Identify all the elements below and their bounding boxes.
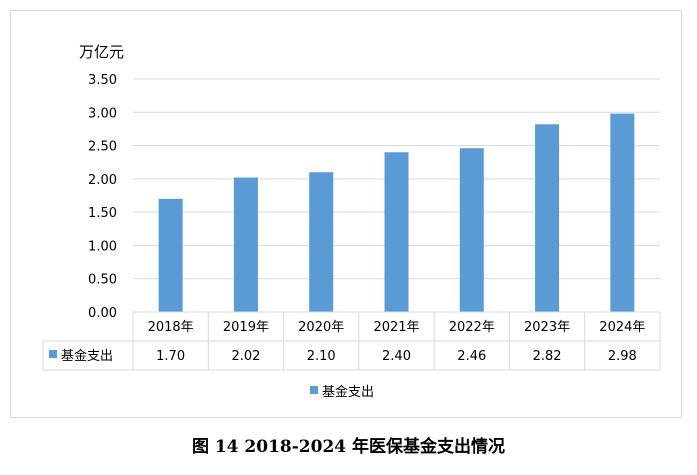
bar <box>384 152 409 312</box>
bar <box>610 113 635 312</box>
table-series-swatch <box>49 350 57 358</box>
data-label: 2.10 <box>307 349 336 364</box>
chart-frame <box>10 10 682 418</box>
bar <box>158 198 183 312</box>
y-tick-label: 3.00 <box>88 106 117 121</box>
data-table: 2018年 1.70 2019年 2.02 2020年 2.10 2021年 2.40 2022… <box>42 311 661 371</box>
y-tick-label: 0.50 <box>88 273 117 288</box>
y-tick-label: 0.00 <box>88 306 117 321</box>
bars <box>158 113 635 312</box>
y-tick-label: 1.00 <box>88 239 117 254</box>
data-label: 2.82 <box>533 349 562 364</box>
figure-caption: 图 14 2018-2024 年医保基金支出情况 <box>191 437 506 457</box>
y-tick-label: 2.00 <box>88 173 117 188</box>
data-label: 2.46 <box>457 349 486 364</box>
legend-swatch <box>310 386 318 394</box>
x-category-label: 2018年 <box>148 320 194 335</box>
data-label: 2.02 <box>231 349 260 364</box>
x-category-label: 2024年 <box>599 320 645 335</box>
x-category-label: 2021年 <box>373 320 419 335</box>
data-label: 1.70 <box>156 349 185 364</box>
legend-label: 基金支出 <box>322 384 374 400</box>
table-series-name: 基金支出 <box>61 348 113 364</box>
bar <box>309 172 334 312</box>
x-category-label: 2019年 <box>223 320 269 335</box>
bar <box>233 177 258 312</box>
x-category-label: 2023年 <box>524 320 570 335</box>
bar <box>459 148 484 312</box>
y-tick-label: 3.50 <box>88 73 117 88</box>
y-unit-label: 万亿元 <box>79 43 124 61</box>
x-category-label: 2020年 <box>298 320 344 335</box>
y-tick-label: 1.50 <box>88 206 117 221</box>
data-label: 2.40 <box>382 349 411 364</box>
y-axis-ticks: 0.00 0.50 1.00 1.50 2.00 2.50 3.00 3.50 <box>88 73 117 321</box>
bar <box>535 124 560 312</box>
chart: 万亿元 0.00 0.50 1.00 1.50 2.00 2.50 3.00 3.50 201… <box>42 43 661 400</box>
x-category-label: 2022年 <box>449 320 495 335</box>
data-label: 2.98 <box>608 349 637 364</box>
legend: 基金支出 <box>310 384 374 400</box>
y-tick-label: 2.50 <box>88 140 117 155</box>
